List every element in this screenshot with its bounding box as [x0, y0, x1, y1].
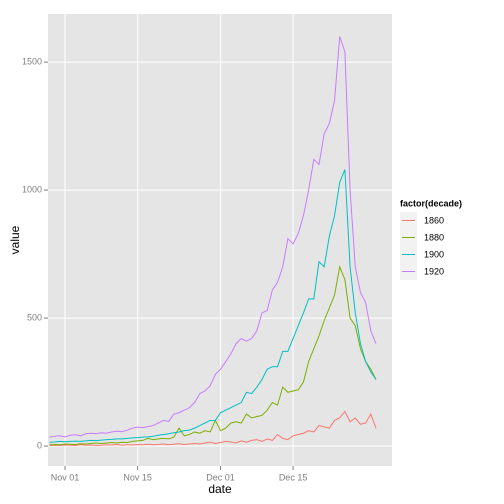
legend-title: factor(decade): [400, 198, 462, 208]
legend-label: 1900: [424, 249, 444, 259]
legend-label: 1920: [424, 266, 444, 276]
legend-label: 1880: [424, 232, 444, 242]
y-tick-label: 1500: [22, 56, 42, 66]
line: [49, 169, 377, 443]
x-tick-label: Nov 01: [51, 472, 80, 482]
y-tick-label: 0: [37, 440, 42, 450]
x-tick-label: Dec 01: [206, 472, 235, 482]
plot-panel: [48, 14, 392, 466]
y-tick-label: 1000: [22, 184, 42, 194]
y-axis-title: value: [8, 225, 22, 254]
x-tick-label: Dec 15: [279, 472, 308, 482]
line: [49, 265, 377, 446]
line: [49, 410, 377, 447]
legend-label: 1860: [424, 215, 444, 225]
x-axis-title: date: [208, 482, 232, 496]
y-tick-label: 500: [27, 312, 42, 322]
line: [49, 36, 377, 438]
x-tick-label: Nov 15: [123, 472, 152, 482]
